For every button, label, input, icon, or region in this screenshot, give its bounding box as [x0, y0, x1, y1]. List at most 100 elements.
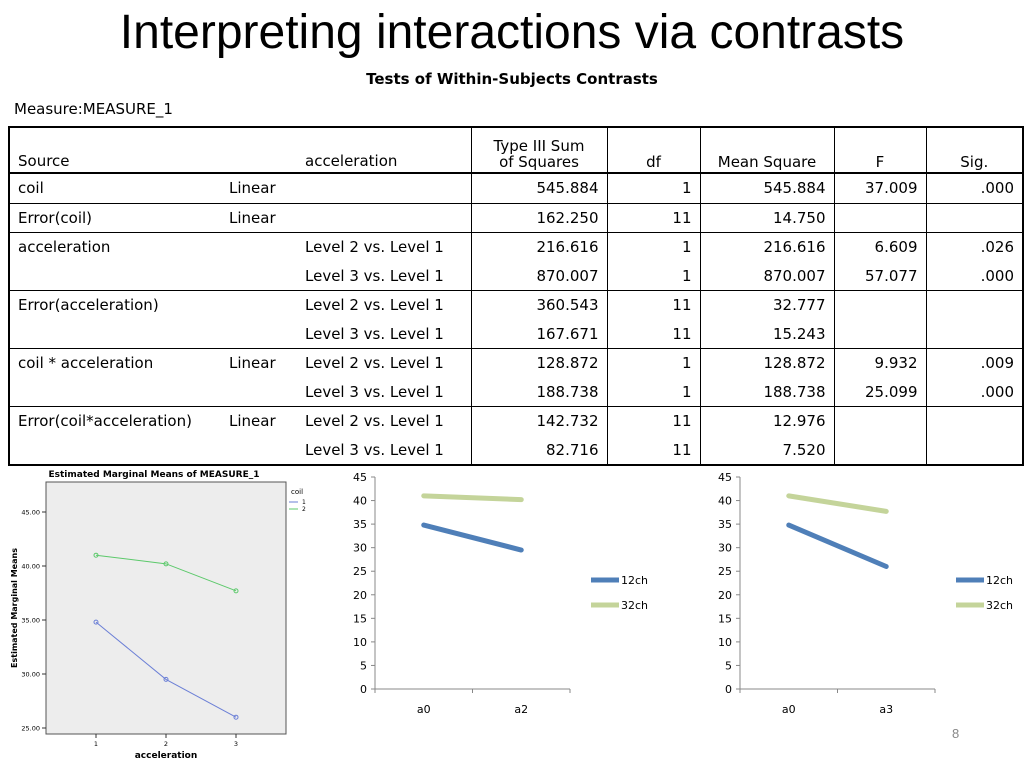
cell-mean-square: 12.976 — [699, 406, 834, 436]
cell-f — [833, 202, 926, 233]
cell-mean-square: 188.738 — [699, 377, 834, 407]
cell-acceleration: Level 2 vs. Level 1 — [297, 348, 471, 378]
y-tick-label: 15 — [353, 612, 367, 625]
cell-df: 1 — [606, 348, 700, 378]
header-f: F — [833, 127, 926, 174]
legend-label-32ch: 32ch — [986, 599, 1013, 612]
y-tick-label: 5 — [725, 659, 732, 672]
y-tick-label: 20 — [353, 589, 367, 602]
data-point — [163, 676, 169, 682]
cell-df: 11 — [606, 319, 700, 349]
y-tick-label: 35 — [353, 518, 367, 531]
chart-title: Estimated Marginal Means of MEASURE_1 — [49, 470, 260, 480]
cell-source: Error(coil) — [9, 202, 221, 233]
cell-f: 57.077 — [833, 261, 926, 291]
cell-f: 9.932 — [833, 348, 926, 378]
y-tick-label: 30 — [353, 542, 367, 555]
y-tick-label: 40 — [718, 495, 732, 508]
cell-f: 6.609 — [833, 232, 926, 262]
header-sig: Sig. — [925, 127, 1023, 174]
y-tick-label: 25 — [718, 565, 732, 578]
table-row: Level 3 vs. Level 1 188.738 1 188.738 25.099… — [9, 377, 1023, 407]
cell-acceleration: Level 3 vs. Level 1 — [305, 266, 444, 285]
cell-f — [833, 290, 926, 320]
cell-coil: Linear — [221, 172, 297, 203]
x-tick-label: 2 — [164, 740, 168, 748]
cell-mean-square: 32.777 — [699, 290, 834, 320]
cell-coil — [221, 232, 297, 262]
series-line-32ch — [786, 493, 889, 514]
contrast-chart-a0-a2: 0 5 10 15 20 25 30 35 40 45 a0 a2 12ch 32ch — [353, 471, 648, 716]
cell-source: acceleration — [9, 232, 221, 262]
y-tick-label: 45.00 — [21, 509, 40, 517]
table-row: Level 3 vs. Level 1 82.716 11 7.520 — [9, 435, 1023, 465]
cell-sum-of-squares: 128.872 — [470, 348, 607, 378]
cell-sig: .000 — [925, 172, 1023, 203]
header-ss-line1: Type III Sum — [493, 137, 585, 155]
cell-acceleration: Level 3 vs. Level 1 — [305, 382, 444, 401]
cell-sig: .000 — [925, 261, 1023, 291]
cell-source — [9, 262, 221, 291]
y-tick-label: 35 — [718, 518, 732, 531]
cell-coil — [221, 262, 297, 291]
cell-sum-of-squares: 162.250 — [470, 202, 607, 233]
cell-sig: .026 — [925, 232, 1023, 262]
cell-source: Error(acceleration) — [9, 290, 221, 320]
plot-area — [45, 481, 287, 735]
y-tick-label: 0 — [725, 683, 732, 696]
cell-sig: .009 — [925, 348, 1023, 378]
x-tick-label: a0 — [417, 703, 431, 716]
y-axis-label: Estimated Marginal Means — [10, 548, 19, 668]
cell-coil — [221, 320, 297, 349]
cell-f — [833, 319, 926, 349]
cell-sum-of-squares: 82.716 — [470, 435, 607, 465]
table-row: coil * acceleration Linear Level 2 vs. Lev… — [9, 348, 1023, 378]
cell-df: 11 — [606, 406, 700, 436]
y-tick-label: 45 — [718, 471, 732, 484]
header-mean-square: Mean Square — [699, 127, 834, 174]
y-tick-label: 40 — [353, 495, 367, 508]
header-acceleration: acceleration — [297, 127, 471, 174]
x-tick-label: a3 — [879, 703, 893, 716]
y-tick-label: 20 — [718, 589, 732, 602]
cell-sum-of-squares: 870.007 — [470, 261, 607, 291]
data-point — [233, 588, 239, 594]
table-row: acceleration Level 2 vs. Level 1 216.616 1 2… — [9, 232, 1023, 262]
data-point — [163, 561, 169, 567]
cell-mean-square: 14.750 — [699, 202, 834, 233]
y-tick-label: 40.00 — [21, 563, 40, 571]
cell-mean-square: 7.520 — [699, 435, 834, 465]
y-tick-label: 5 — [360, 659, 367, 672]
cell-df: 11 — [606, 290, 700, 320]
cell-sum-of-squares: 142.732 — [470, 406, 607, 436]
cell-sig: .000 — [925, 377, 1023, 407]
x-axis-label: acceleration — [135, 751, 198, 761]
y-tick-label: 25.00 — [21, 725, 40, 733]
cell-source: coil * acceleration — [9, 348, 221, 378]
table-row: coil Linear 545.884 1 545.884 37.009.000 — [9, 172, 1023, 203]
table-header-row: Source acceleration Type III Sum of Squa… — [9, 127, 1023, 174]
legend-label-32ch: 32ch — [621, 599, 648, 612]
cell-df: 1 — [606, 232, 700, 262]
cell-source: Error(coil*acceleration) — [9, 406, 221, 436]
x-tick-label: 3 — [234, 740, 238, 748]
series-line-32ch — [421, 493, 524, 503]
table-body: coil Linear 545.884 1 545.884 37.009.000 Error… — [9, 172, 1023, 465]
cell-df: 11 — [606, 435, 700, 465]
cell-coil: Linear — [221, 348, 297, 378]
cell-mean-square: 128.872 — [699, 348, 834, 378]
spss-profile-plot: Estimated Marginal Means of MEASURE_1 25.… — [10, 470, 306, 761]
y-tick-label: 10 — [718, 636, 732, 649]
measure-label: Measure:MEASURE_1 — [14, 100, 173, 118]
cell-coil — [221, 378, 297, 407]
slide-title: Interpreting interactions via contrasts — [119, 6, 905, 59]
cell-f — [833, 435, 926, 465]
cell-acceleration: Level 2 vs. Level 1 — [297, 406, 471, 436]
cell-sig — [925, 319, 1023, 349]
cell-mean-square: 545.884 — [699, 172, 834, 203]
legend-label-12ch: 12ch — [986, 574, 1013, 587]
cell-acceleration: Level 2 vs. Level 1 — [297, 232, 471, 262]
series-line-coil-2 — [95, 554, 237, 592]
contrasts-table: Source acceleration Type III Sum of Squa… — [8, 126, 1024, 466]
cell-sum-of-squares: 188.738 — [470, 377, 607, 407]
